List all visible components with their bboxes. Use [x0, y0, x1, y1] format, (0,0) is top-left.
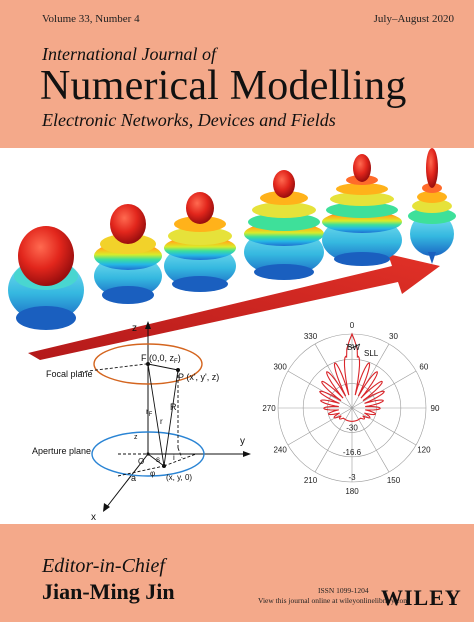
radiation-pattern-1	[8, 226, 84, 330]
axis-x-label: x	[91, 512, 96, 523]
radiation-pattern-2	[94, 204, 162, 304]
polar-angle-label: 180	[345, 487, 359, 496]
label-r-small: r	[160, 417, 163, 426]
focal-plane-label: Focal plane	[46, 369, 93, 379]
cover-artwork: z y x Focal plane Aperture plane	[0, 148, 474, 524]
polar-radial-label: -3	[348, 473, 356, 482]
journal-title-prefix: International Journal of	[42, 44, 216, 64]
polar-angle-label: 270	[262, 404, 276, 413]
focal-plane-ellipse	[93, 343, 203, 385]
label-phi: φ	[150, 469, 155, 478]
label-rf: rF	[146, 407, 153, 418]
polar-angle-label: 300	[273, 363, 287, 372]
label-i: i	[173, 453, 175, 462]
online-notice: View this journal online at wileyonlinel…	[258, 596, 410, 605]
radiation-pattern-3	[164, 192, 236, 292]
journal-subtitle: Electronic Networks, Devices and Fields	[42, 110, 336, 130]
polar-spoke	[351, 370, 417, 409]
polar-angle-label: 240	[273, 446, 287, 455]
polar-radial-label: -30	[346, 423, 358, 432]
polar-angle-label: 30	[389, 332, 398, 341]
polar-angle-label: 0	[350, 321, 355, 330]
cover-illustration: z y x Focal plane Aperture plane	[8, 148, 456, 523]
issue-date: July–August 2020	[373, 13, 454, 25]
radiation-pattern-5	[322, 154, 402, 266]
polar-spoke	[287, 407, 353, 446]
polar-radial-label: -16.6	[343, 448, 362, 457]
issn: ISSN 1099-1204	[318, 586, 369, 595]
polar-angle-label: 90	[431, 404, 440, 413]
volume-number: Volume 33, Number 4	[42, 13, 140, 25]
polar-angle-label: 120	[417, 446, 431, 455]
label-r: R	[170, 402, 177, 412]
journal-title: Numerical Modelling	[40, 63, 407, 109]
point-f-label: F (0,0, zF)	[141, 353, 181, 365]
aperture-plane-label: Aperture plane	[32, 446, 91, 456]
polar-spoke	[351, 407, 390, 473]
polar-spoke	[314, 407, 353, 473]
label-s: s	[156, 455, 160, 464]
polar-spoke	[314, 343, 353, 409]
footer-band	[0, 524, 474, 622]
publisher-logo: WILEY	[381, 585, 462, 610]
radiation-pattern-4	[244, 170, 324, 280]
polar-spoke	[287, 370, 353, 409]
polar-angle-label: 60	[419, 363, 428, 372]
point-p-label: P (x', y', z)	[178, 372, 219, 382]
antenna-geometry-diagram: z y x Focal plane Aperture plane	[32, 321, 251, 523]
polar-spoke	[351, 343, 390, 409]
editor-in-chief-label: Editor-in-Chief	[42, 555, 165, 577]
progress-arrow	[28, 254, 440, 360]
polar-angle-label: 150	[387, 476, 401, 485]
polar-angle-label: 330	[304, 332, 318, 341]
polar-radiation-plot: 0 30 60 90 120 150 180 210 240 270 300 330 -30 -16.6…	[262, 321, 440, 496]
sidelobe-label: SLL	[364, 349, 379, 358]
label-origin: O	[138, 457, 144, 466]
polar-spoke	[351, 407, 417, 446]
header-band	[0, 0, 474, 148]
label-zt: z	[134, 434, 138, 441]
polar-pattern-curve	[319, 332, 385, 422]
axis-y-label: y	[240, 436, 245, 447]
editor-name: Jian-Ming Jin	[42, 579, 175, 604]
polar-angle-label: 210	[304, 476, 318, 485]
label-q: (x, y, 0)	[166, 473, 192, 482]
beamwidth-label: BW	[347, 343, 360, 352]
aperture-plane-ellipse	[91, 431, 205, 477]
axis-z-label: z	[132, 323, 137, 334]
radiation-pattern-6	[408, 148, 456, 264]
label-a: a	[131, 473, 136, 483]
